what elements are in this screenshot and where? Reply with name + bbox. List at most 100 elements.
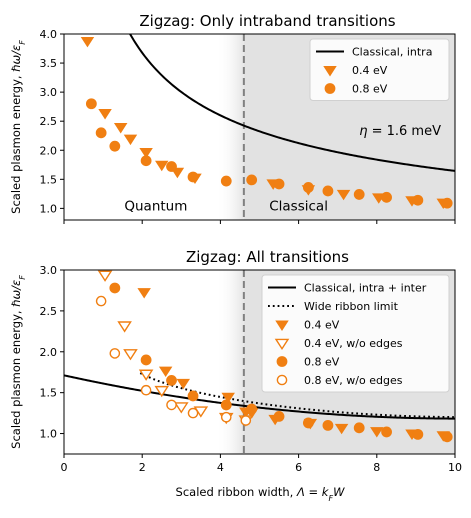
marker-triangle	[370, 427, 384, 438]
marker-circle	[273, 178, 285, 190]
y-tick-label: 4.0	[40, 28, 58, 41]
panel-1: 1.0 1.5 2.0 2.5 3.0 3.5 4.0 Zigzag: Only intrab…	[9, 12, 456, 224]
x-tick-label: 8	[373, 461, 380, 474]
y-tick-label: 2.0	[40, 346, 58, 359]
marker-triangle	[113, 123, 128, 134]
legend-entry: 0.4 eV	[352, 64, 388, 77]
markers	[80, 36, 453, 210]
y-tick-label: 2.0	[40, 144, 58, 157]
marker-circle	[95, 127, 107, 139]
legend-entry: Wide ribbon limit	[304, 300, 399, 313]
marker-triangle	[155, 160, 169, 172]
marker-circle	[412, 428, 424, 440]
marker-circle	[381, 191, 392, 203]
chart-title: Zigzag: Only intraband transitions	[139, 12, 395, 30]
curves	[128, 34, 455, 172]
marker-circle-open	[276, 374, 288, 386]
y-tick-label: 1.0	[40, 202, 58, 215]
damping-annotation: η = 1.6 meV	[359, 124, 441, 139]
marker-triangle-open	[138, 369, 154, 381]
y-tick-label: 3.0	[40, 86, 58, 99]
marker-circle	[353, 422, 365, 434]
legend-entry: 0.4 eV, w/o edges	[304, 337, 403, 350]
quantum-region-label: Quantum	[124, 199, 187, 215]
marker-circle	[220, 175, 232, 187]
marker-circle	[246, 403, 258, 415]
marker-triangle	[221, 392, 235, 404]
y-tick-label: 1.5	[40, 173, 58, 186]
marker-circle	[140, 354, 152, 366]
legend-box	[261, 274, 450, 393]
axes-frame	[63, 269, 456, 455]
marker-circle	[322, 419, 334, 431]
axes-frame	[63, 33, 456, 221]
marker-triangle	[336, 189, 351, 201]
marker-circle	[302, 182, 314, 193]
x-tick-label: 6	[295, 461, 302, 474]
marker-triangle	[334, 423, 349, 435]
marker-circle-open	[187, 407, 199, 419]
marker-circle	[276, 356, 288, 367]
y-tick-label: 3.0	[40, 264, 58, 277]
marker-circle-open	[240, 415, 252, 426]
y-tick-label: 2.5	[40, 305, 58, 318]
marker-triangle-open	[274, 338, 290, 350]
legend-entry: 0.4 eV	[304, 319, 340, 332]
marker-circle	[273, 410, 285, 422]
x-axis-label: Scaled ribbon width, Λ = kFW	[176, 485, 346, 503]
y-tick-label: 1.0	[40, 428, 58, 441]
marker-circle	[109, 140, 121, 152]
x-tick-label: 10	[448, 461, 462, 474]
marker-triangle	[137, 288, 151, 299]
marker-circle	[441, 431, 453, 443]
classical-curve	[128, 34, 455, 172]
marker-circle	[166, 374, 177, 386]
marker-triangle	[139, 147, 153, 159]
marker-circle	[302, 417, 314, 429]
marker-triangle-open	[123, 349, 138, 361]
classical-region-label: Classical	[269, 199, 328, 215]
marker-triangle	[80, 36, 95, 48]
marker-triangle-open	[154, 385, 170, 398]
curves	[64, 372, 455, 420]
legend-entry: Classical, intra	[352, 46, 432, 59]
marker-circle	[246, 174, 258, 186]
marker-triangle	[275, 320, 289, 331]
marker-triangle	[176, 378, 190, 390]
legend: Classical, intra 0.4 eV 0.8 eV	[309, 38, 450, 101]
marker-triangle	[123, 134, 138, 146]
marker-triangle	[323, 66, 337, 77]
x-tick-label: 4	[217, 461, 224, 474]
x-tick-label: 2	[139, 461, 146, 474]
shade-fade	[215, 270, 244, 454]
marker-circle	[441, 197, 453, 209]
marker-circle-open	[166, 399, 177, 411]
y-tick-label: 3.5	[40, 57, 58, 70]
legend-box	[309, 38, 450, 101]
marker-circle-open	[109, 348, 121, 359]
shade-fade	[215, 34, 244, 220]
panel-2: 1.0 1.5 2.0 2.5 3.0 0 2 4 6 8 10 Zigzag: All transi…	[9, 248, 462, 474]
marker-circle	[187, 390, 199, 402]
legend: Classical, intra + inter Wide ribbon limi…	[261, 274, 450, 393]
marker-triangle	[158, 366, 173, 378]
legend-entry: Classical, intra + inter	[304, 282, 427, 295]
legend-entry: 0.8 eV	[304, 356, 340, 369]
y-tick-label: 2.5	[40, 115, 58, 128]
marker-circle	[324, 83, 336, 94]
marker-circle	[353, 189, 365, 200]
marker-circle-open	[95, 295, 107, 307]
marker-circle	[381, 426, 392, 438]
marker-circle	[412, 194, 424, 206]
marker-circle-open	[220, 411, 232, 423]
legend-entry: 0.8 eV	[352, 83, 388, 96]
markers	[95, 270, 453, 443]
marker-triangle-open	[174, 402, 189, 414]
marker-circle	[85, 98, 97, 110]
marker-circle-open	[140, 384, 152, 396]
marker-circle	[187, 171, 199, 183]
legend-entry: 0.8 eV, w/o edges	[304, 374, 403, 387]
marker-circle	[166, 161, 177, 172]
marker-circle	[109, 282, 121, 294]
